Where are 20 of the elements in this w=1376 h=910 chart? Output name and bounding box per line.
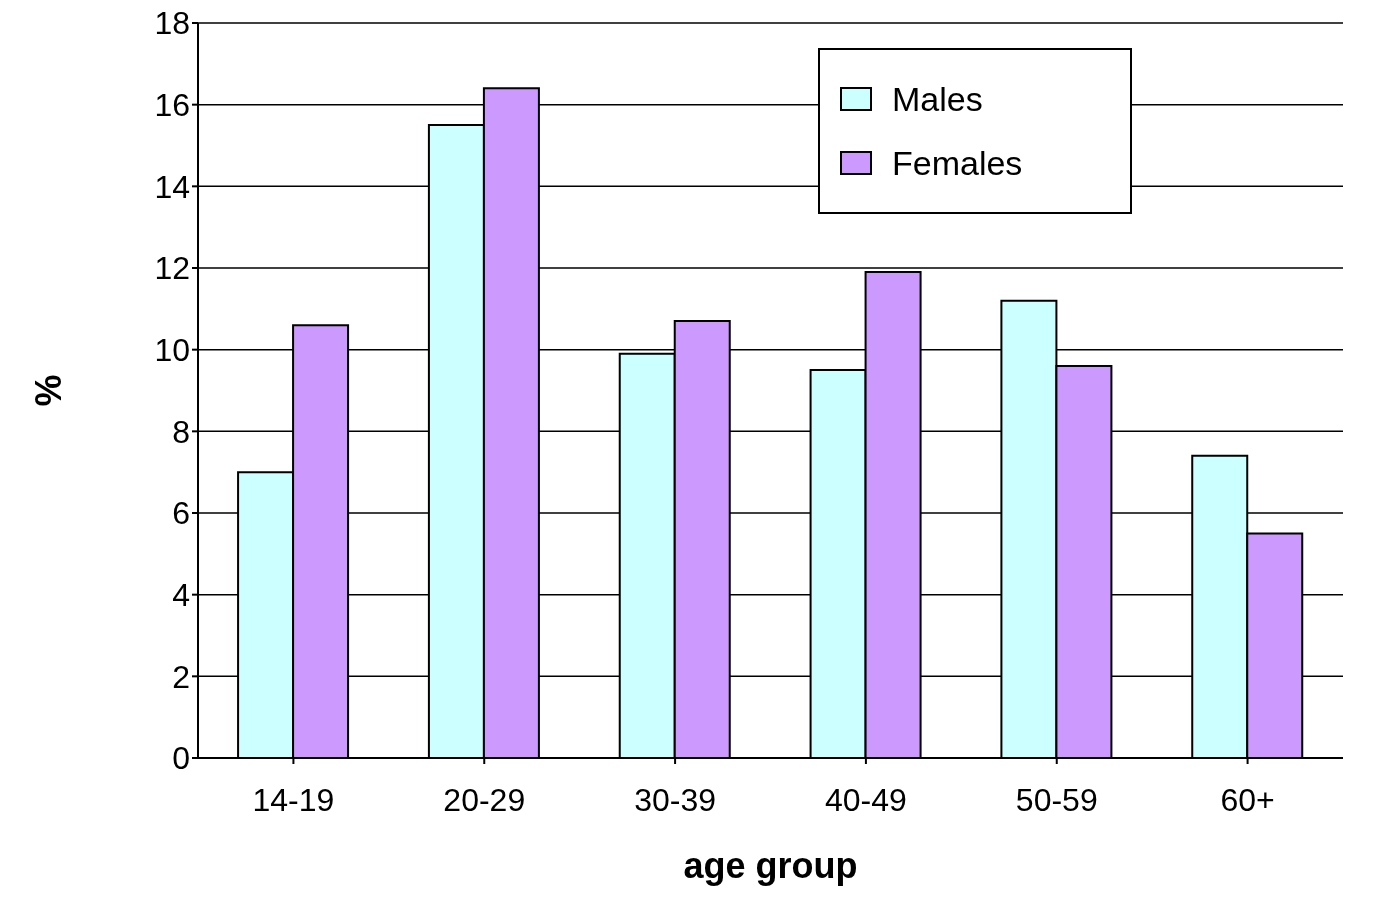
y-axis-title: % (27, 374, 69, 407)
y-tick-label: 8 (172, 413, 190, 450)
y-tick-label: 12 (154, 250, 190, 287)
x-tick-label: 40-49 (824, 781, 907, 818)
y-tick-label: 0 (172, 740, 190, 777)
x-tick-label: 14-19 (252, 781, 335, 818)
y-tick-label: 16 (154, 87, 190, 124)
y-tick-label: 10 (154, 332, 190, 369)
y-tick-label: 4 (172, 577, 190, 614)
y-tick-label: 18 (154, 5, 190, 42)
x-axis-title: age group (683, 845, 858, 886)
y-tick-label: 6 (172, 495, 190, 532)
x-tick-label: 20-29 (443, 781, 526, 818)
x-tick-label: 60+ (1220, 781, 1275, 818)
legend-label: Males (892, 79, 983, 120)
x-tick-label: 50-59 (1015, 781, 1098, 818)
x-tick-label: 30-39 (634, 781, 717, 818)
legend-label: Females (892, 143, 1023, 184)
y-tick-label: 14 (154, 168, 190, 205)
y-tick-label: 2 (172, 658, 190, 695)
